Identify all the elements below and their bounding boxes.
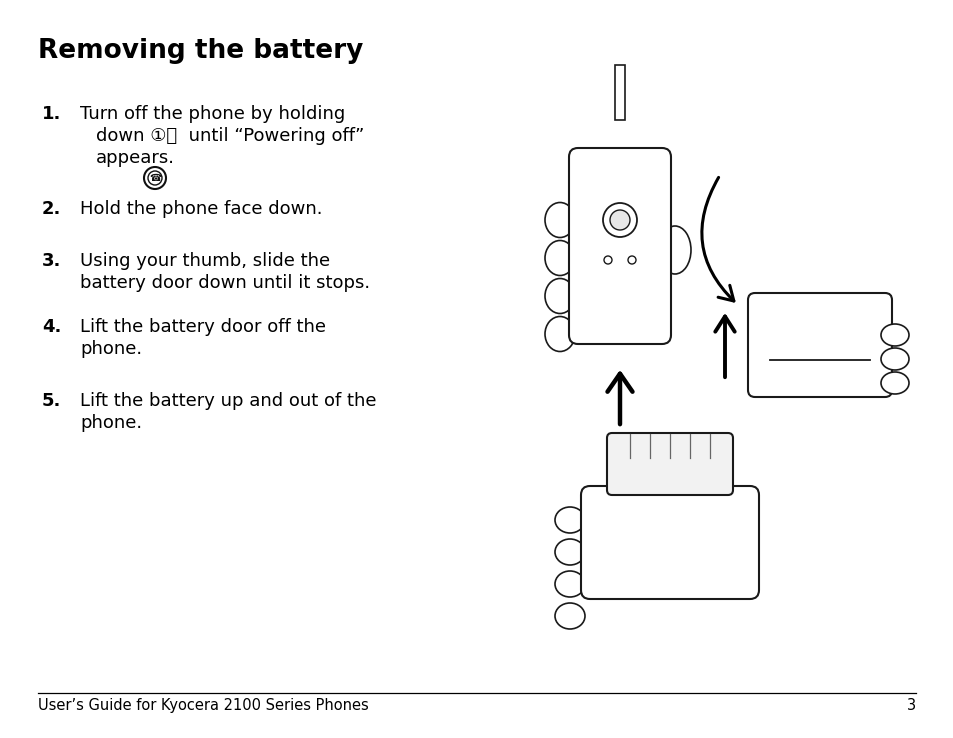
Ellipse shape [544, 241, 575, 275]
Ellipse shape [555, 507, 584, 533]
Text: 2.: 2. [42, 200, 61, 218]
FancyArrowPatch shape [701, 177, 733, 301]
FancyBboxPatch shape [606, 433, 732, 495]
Text: Turn off the phone by holding: Turn off the phone by holding [80, 105, 345, 123]
FancyBboxPatch shape [580, 486, 759, 599]
Text: down ①ⓞ  until “Powering off”: down ①ⓞ until “Powering off” [96, 127, 364, 145]
Text: 3.: 3. [42, 252, 61, 270]
Text: 1.: 1. [42, 105, 61, 123]
Text: ☎: ☎ [149, 173, 161, 183]
Text: Lift the battery up and out of the: Lift the battery up and out of the [80, 392, 376, 410]
Text: phone.: phone. [80, 414, 142, 432]
Ellipse shape [880, 348, 908, 370]
Ellipse shape [659, 226, 690, 274]
Text: Lift the battery door off the: Lift the battery door off the [80, 318, 326, 336]
Circle shape [627, 256, 636, 264]
FancyBboxPatch shape [747, 293, 891, 397]
Ellipse shape [555, 539, 584, 565]
Ellipse shape [880, 372, 908, 394]
Text: Removing the battery: Removing the battery [38, 38, 363, 64]
Text: Using your thumb, slide the: Using your thumb, slide the [80, 252, 330, 270]
Text: phone.: phone. [80, 340, 142, 358]
Ellipse shape [880, 324, 908, 346]
Circle shape [609, 210, 629, 230]
Bar [615, 65, 624, 120]
Circle shape [148, 171, 162, 185]
Circle shape [603, 256, 612, 264]
Text: Hold the phone face down.: Hold the phone face down. [80, 200, 322, 218]
Ellipse shape [555, 571, 584, 597]
Ellipse shape [555, 603, 584, 629]
Text: appears.: appears. [96, 149, 174, 167]
Circle shape [144, 167, 166, 189]
Ellipse shape [544, 317, 575, 351]
Text: 4.: 4. [42, 318, 61, 336]
Text: 5.: 5. [42, 392, 61, 410]
FancyArrowPatch shape [607, 373, 632, 424]
Text: battery door down until it stops.: battery door down until it stops. [80, 274, 370, 292]
Circle shape [602, 203, 637, 237]
Ellipse shape [544, 278, 575, 314]
FancyBboxPatch shape [568, 148, 670, 344]
Text: 3: 3 [906, 698, 915, 713]
Text: User’s Guide for Kyocera 2100 Series Phones: User’s Guide for Kyocera 2100 Series Pho… [38, 698, 369, 713]
FancyArrowPatch shape [715, 317, 734, 377]
Ellipse shape [544, 202, 575, 238]
